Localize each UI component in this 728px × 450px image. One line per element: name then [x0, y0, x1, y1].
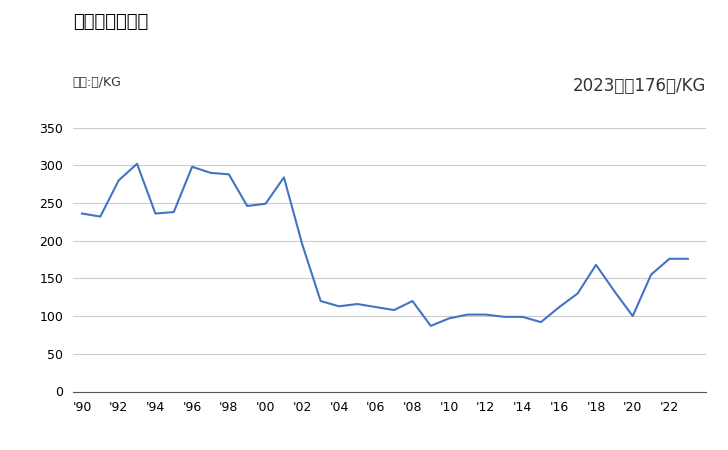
Text: 輸出価格の推移: 輸出価格の推移 — [73, 14, 148, 32]
Text: 2023年：176円/KG: 2023年：176円/KG — [573, 76, 706, 94]
Text: 単位:円/KG: 単位:円/KG — [73, 76, 122, 90]
